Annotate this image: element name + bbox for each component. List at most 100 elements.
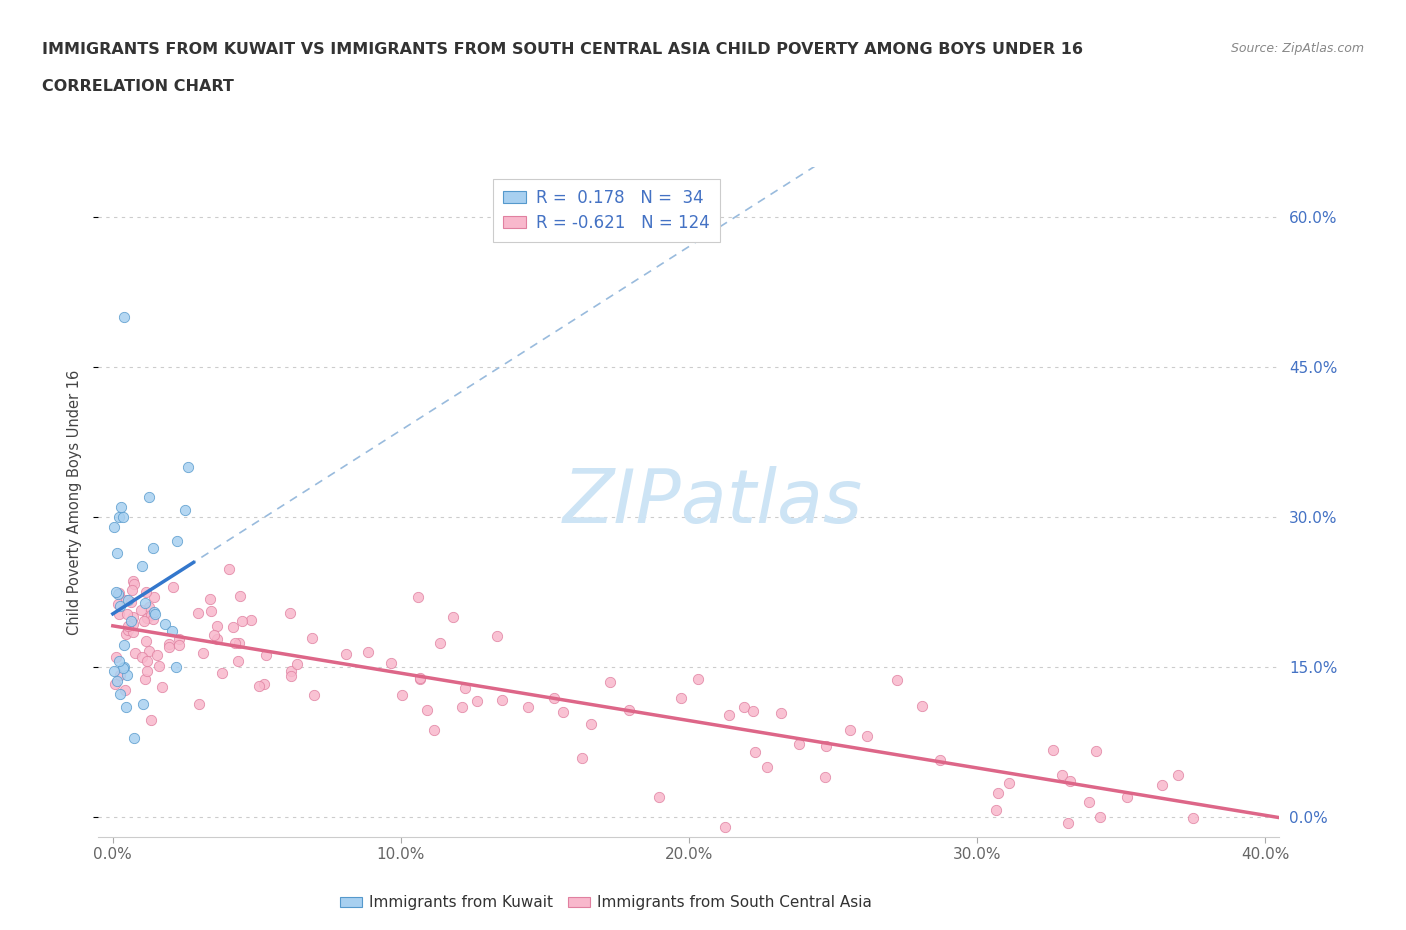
Point [167, 637, 190, 652]
Point [1042, 742, 1064, 757]
Point [380, 656, 402, 671]
Point [104, 585, 127, 600]
Point [103, 676, 125, 691]
Point [142, 590, 165, 604]
Point [120, 594, 142, 609]
Point [571, 751, 593, 765]
Point [122, 610, 145, 625]
Point [157, 640, 180, 655]
Text: Source: ZipAtlas.com: Source: ZipAtlas.com [1230, 42, 1364, 55]
Point [142, 612, 165, 627]
Point [335, 646, 357, 661]
Point [138, 600, 160, 615]
Point [648, 790, 671, 804]
Point [756, 760, 779, 775]
Point [517, 699, 540, 714]
Point [770, 705, 793, 720]
Point [191, 645, 214, 660]
Point [669, 691, 692, 706]
Point [138, 644, 160, 658]
Point [998, 776, 1021, 790]
Point [984, 803, 1007, 817]
Point [167, 632, 190, 647]
Point [357, 644, 380, 659]
Point [134, 672, 156, 687]
Point [1167, 767, 1189, 782]
Point [406, 590, 429, 604]
Point [112, 660, 135, 675]
Point [148, 659, 170, 674]
Point [1088, 810, 1111, 825]
Point [115, 606, 138, 621]
Point [174, 502, 197, 517]
Point [429, 635, 451, 650]
Point [108, 686, 131, 701]
Point [285, 657, 308, 671]
Point [886, 672, 908, 687]
Point [839, 723, 862, 737]
Point [121, 624, 143, 639]
Point [150, 680, 173, 695]
Point [136, 654, 159, 669]
Point [1078, 795, 1101, 810]
Point [132, 613, 155, 628]
Point [132, 697, 155, 711]
Point [280, 664, 302, 679]
Point [104, 649, 127, 664]
Point [157, 637, 180, 652]
Point [1052, 767, 1074, 782]
Point [120, 614, 142, 629]
Point [579, 717, 602, 732]
Point [143, 606, 166, 621]
Text: ZIPatlas: ZIPatlas [562, 466, 863, 538]
Point [129, 603, 152, 618]
Point [911, 698, 934, 713]
Point [162, 579, 184, 594]
Point [198, 591, 221, 606]
Point [742, 704, 765, 719]
Point [254, 648, 277, 663]
Point [121, 583, 143, 598]
Point [103, 520, 125, 535]
Point [108, 654, 131, 669]
Point [1084, 744, 1107, 759]
Point [416, 703, 439, 718]
Point [134, 595, 156, 610]
Point [142, 540, 165, 555]
Point [205, 618, 228, 633]
Point [122, 577, 145, 591]
Point [108, 510, 131, 525]
Point [202, 627, 225, 642]
Point [744, 745, 766, 760]
Point [450, 699, 472, 714]
Point [121, 574, 143, 589]
Point [135, 585, 157, 600]
Point [112, 510, 135, 525]
Point [166, 534, 188, 549]
Point [714, 819, 737, 834]
Point [231, 614, 253, 629]
Point [105, 546, 128, 561]
Point [145, 648, 167, 663]
Point [787, 737, 810, 751]
Point [443, 610, 465, 625]
Point [218, 562, 240, 577]
Point [124, 645, 146, 660]
Point [136, 663, 159, 678]
Point [391, 687, 413, 702]
Point [686, 671, 709, 686]
Text: IMMIGRANTS FROM KUWAIT VS IMMIGRANTS FROM SOUTH CENTRAL ASIA CHILD POVERTY AMONG: IMMIGRANTS FROM KUWAIT VS IMMIGRANTS FRO… [42, 42, 1083, 57]
Point [491, 692, 513, 707]
Point [599, 674, 621, 689]
Point [131, 559, 153, 574]
Point [814, 769, 837, 784]
Point [143, 604, 166, 619]
Point [718, 708, 741, 723]
Point [139, 712, 162, 727]
Point [117, 622, 139, 637]
Point [153, 617, 176, 631]
Point [543, 690, 565, 705]
Point [422, 723, 444, 737]
Legend: Immigrants from Kuwait, Immigrants from South Central Asia: Immigrants from Kuwait, Immigrants from … [335, 889, 879, 916]
Point [200, 604, 222, 618]
